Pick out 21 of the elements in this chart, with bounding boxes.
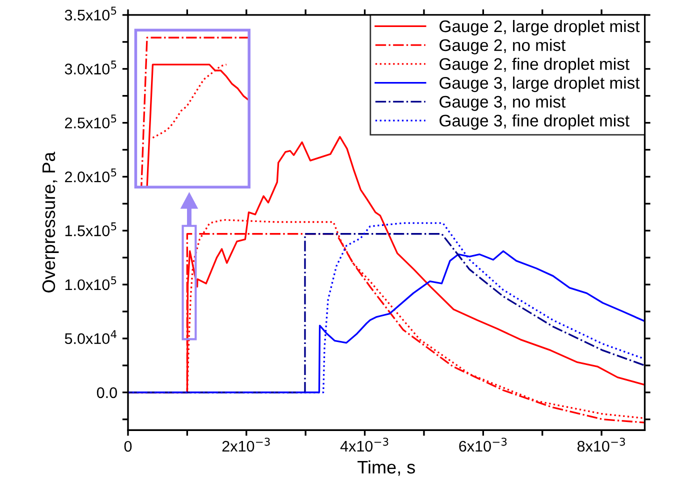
legend-label: Gauge 2, large droplet mist <box>440 20 640 36</box>
x-tick-label: 2x10$^{−3}$ <box>222 438 270 452</box>
x-tick-label: 0 <box>124 440 132 452</box>
y-tick-label: 5.0x10$^{4}$ <box>64 330 116 344</box>
legend-label: Gauge 2, no mist <box>440 38 566 54</box>
x-tick-label: 6x10$^{−3}$ <box>459 438 507 452</box>
y-tick-label: 3.0x10$^{5}$ <box>64 60 116 74</box>
x-axis-title: Time, s <box>358 460 415 476</box>
x-tick-label: 8x10$^{−3}$ <box>577 438 625 452</box>
y-tick-label: 1.0x10$^{5}$ <box>65 276 116 290</box>
legend-label: Gauge 3, no mist <box>440 95 566 111</box>
y-axis-title: Overpressure, Pa <box>42 152 59 292</box>
y-tick-label: 0.0 <box>96 387 117 398</box>
legend-label: Gauge 3, fine droplet mist <box>440 114 630 130</box>
legend-label: Gauge 2, fine droplet mist <box>440 58 630 74</box>
y-tick-label: 2.0x10$^{5}$ <box>65 168 116 182</box>
y-tick-label: 2.5x10$^{5}$ <box>65 114 116 128</box>
y-tick-label: 3.5x10$^{5}$ <box>64 6 116 21</box>
legend-label: Gauge 3, large droplet mist <box>440 76 640 92</box>
y-tick-label: 1.5x10$^{5}$ <box>65 222 116 236</box>
x-tick-label: 4x10$^{−3}$ <box>340 438 388 452</box>
